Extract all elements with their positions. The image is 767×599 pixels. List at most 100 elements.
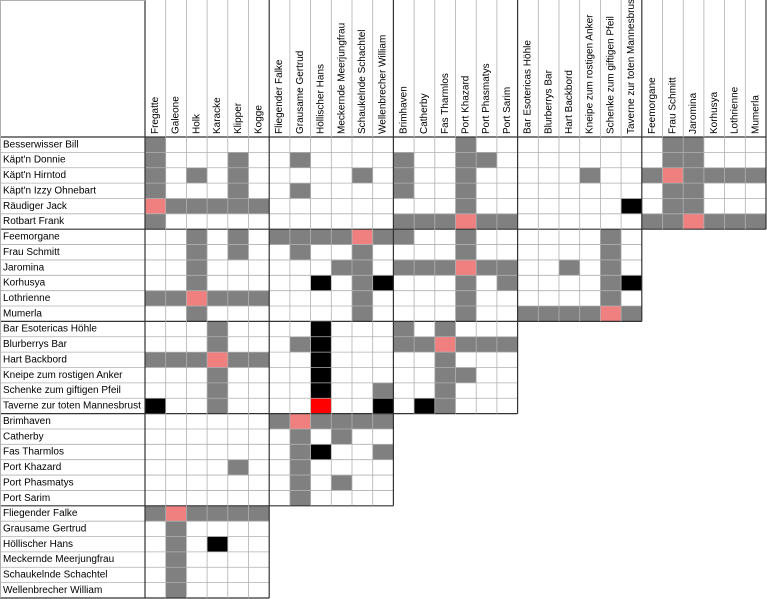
grid-cell[interactable]	[476, 306, 497, 322]
grid-cell[interactable]	[227, 444, 249, 460]
grid-cell[interactable]	[145, 521, 166, 537]
grid-cell[interactable]	[331, 444, 352, 460]
grid-cell[interactable]	[476, 367, 497, 383]
grid-cell[interactable]	[393, 198, 415, 214]
grid-cell[interactable]	[703, 183, 725, 199]
grid-cell[interactable]	[227, 505, 249, 522]
grid-cell[interactable]	[559, 167, 580, 184]
grid-cell[interactable]	[207, 259, 228, 276]
grid-cell[interactable]	[331, 352, 352, 368]
grid-cell[interactable]	[248, 536, 270, 552]
grid-cell[interactable]	[248, 475, 270, 491]
grid-cell[interactable]	[207, 336, 228, 353]
grid-cell[interactable]	[414, 137, 435, 153]
grid-cell[interactable]	[683, 167, 704, 184]
grid-cell[interactable]	[269, 183, 290, 199]
grid-cell[interactable]	[455, 183, 477, 199]
grid-cell[interactable]	[372, 198, 394, 214]
grid-cell[interactable]	[165, 152, 187, 168]
grid-cell[interactable]	[724, 167, 746, 184]
grid-cell[interactable]	[186, 367, 208, 383]
grid-cell[interactable]	[145, 213, 166, 230]
grid-cell[interactable]	[434, 275, 456, 291]
grid-cell[interactable]	[186, 259, 208, 276]
grid-cell[interactable]	[496, 352, 518, 368]
grid-cell[interactable]	[496, 336, 518, 353]
grid-cell[interactable]	[227, 275, 249, 291]
grid-cell[interactable]	[372, 459, 394, 476]
grid-cell[interactable]	[227, 183, 249, 199]
grid-cell[interactable]	[434, 352, 456, 368]
grid-cell[interactable]	[165, 167, 187, 184]
grid-cell[interactable]	[227, 198, 249, 214]
grid-cell[interactable]	[227, 551, 249, 568]
grid-cell[interactable]	[310, 244, 332, 260]
grid-cell[interactable]	[207, 183, 228, 199]
grid-cell[interactable]	[248, 167, 270, 184]
grid-cell[interactable]	[641, 152, 663, 168]
grid-cell[interactable]	[538, 167, 559, 184]
grid-cell[interactable]	[393, 290, 415, 307]
grid-cell[interactable]	[517, 229, 539, 245]
grid-cell[interactable]	[414, 398, 435, 414]
grid-cell[interactable]	[434, 213, 456, 230]
grid-cell[interactable]	[186, 413, 208, 429]
grid-cell[interactable]	[310, 152, 332, 168]
grid-cell[interactable]	[621, 290, 642, 307]
grid-cell[interactable]	[227, 152, 249, 168]
grid-cell[interactable]	[145, 244, 166, 260]
grid-cell[interactable]	[621, 167, 642, 184]
grid-cell[interactable]	[248, 398, 270, 414]
grid-cell[interactable]	[248, 521, 270, 537]
grid-cell[interactable]	[227, 321, 249, 337]
grid-cell[interactable]	[662, 198, 684, 214]
grid-cell[interactable]	[331, 137, 352, 153]
grid-cell[interactable]	[434, 336, 456, 353]
grid-cell[interactable]	[372, 275, 394, 291]
grid-cell[interactable]	[703, 137, 725, 153]
grid-cell[interactable]	[289, 413, 311, 429]
grid-cell[interactable]	[289, 475, 311, 491]
grid-cell[interactable]	[165, 428, 187, 445]
grid-cell[interactable]	[372, 413, 394, 429]
grid-cell[interactable]	[269, 198, 290, 214]
grid-cell[interactable]	[579, 167, 601, 184]
grid-cell[interactable]	[310, 336, 332, 353]
grid-cell[interactable]	[227, 336, 249, 353]
grid-cell[interactable]	[310, 306, 332, 322]
grid-cell[interactable]	[352, 321, 373, 337]
grid-cell[interactable]	[372, 244, 394, 260]
grid-cell[interactable]	[517, 275, 539, 291]
grid-cell[interactable]	[227, 521, 249, 537]
grid-cell[interactable]	[310, 321, 332, 337]
grid-cell[interactable]	[352, 428, 373, 445]
grid-cell[interactable]	[352, 490, 373, 506]
grid-cell[interactable]	[207, 352, 228, 368]
grid-cell[interactable]	[165, 413, 187, 429]
grid-cell[interactable]	[331, 321, 352, 337]
grid-cell[interactable]	[207, 505, 228, 522]
grid-cell[interactable]	[248, 367, 270, 383]
grid-cell[interactable]	[496, 152, 518, 168]
grid-cell[interactable]	[352, 275, 373, 291]
grid-cell[interactable]	[559, 290, 580, 307]
grid-cell[interactable]	[600, 275, 622, 291]
grid-cell[interactable]	[559, 306, 580, 322]
grid-cell[interactable]	[434, 398, 456, 414]
grid-cell[interactable]	[145, 398, 166, 414]
grid-cell[interactable]	[517, 198, 539, 214]
grid-cell[interactable]	[372, 475, 394, 491]
grid-cell[interactable]	[372, 167, 394, 184]
grid-cell[interactable]	[186, 213, 208, 230]
grid-cell[interactable]	[476, 290, 497, 307]
grid-cell[interactable]	[207, 536, 228, 552]
grid-cell[interactable]	[434, 198, 456, 214]
grid-cell[interactable]	[517, 244, 539, 260]
grid-cell[interactable]	[310, 459, 332, 476]
grid-cell[interactable]	[165, 229, 187, 245]
grid-cell[interactable]	[393, 259, 415, 276]
grid-cell[interactable]	[310, 490, 332, 506]
grid-cell[interactable]	[145, 582, 166, 598]
grid-cell[interactable]	[372, 183, 394, 199]
grid-cell[interactable]	[165, 536, 187, 552]
